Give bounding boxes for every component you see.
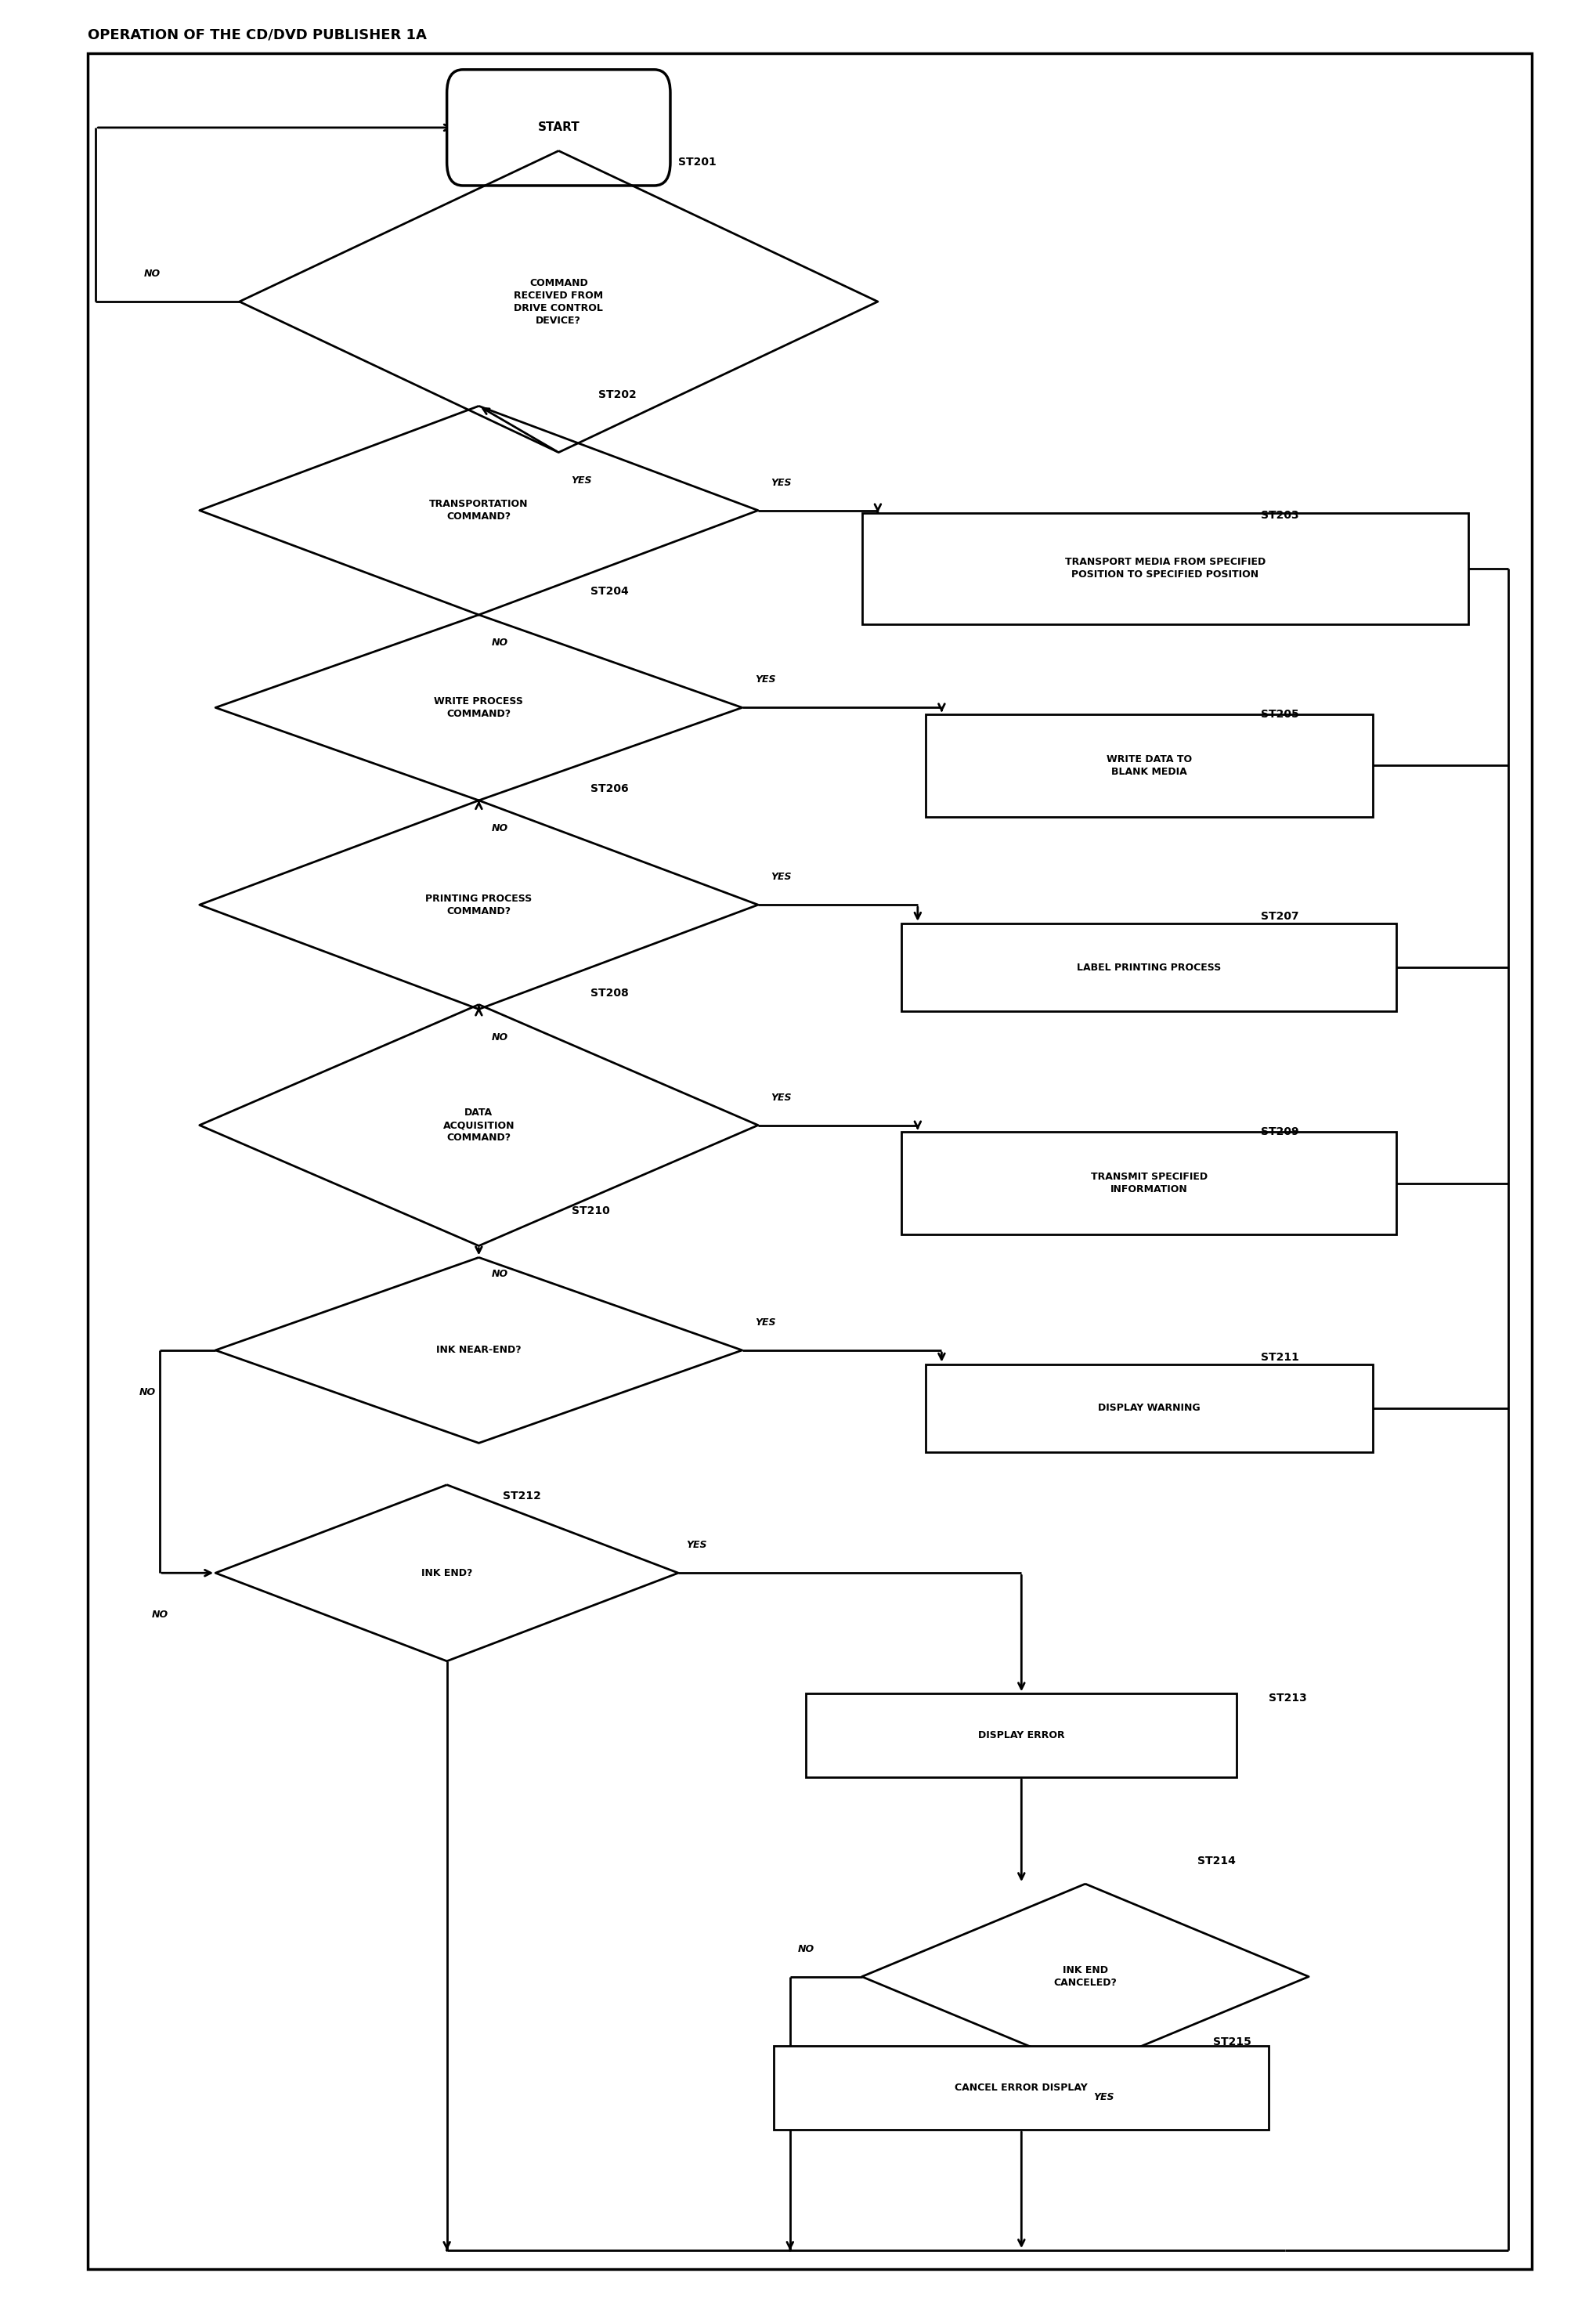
- Text: ST214: ST214: [1197, 1856, 1235, 1865]
- Text: YES: YES: [771, 1093, 792, 1102]
- Text: NO: NO: [152, 1610, 168, 1619]
- Text: WRITE DATA TO
BLANK MEDIA: WRITE DATA TO BLANK MEDIA: [1106, 754, 1192, 777]
- Text: ST201: ST201: [678, 158, 717, 167]
- Text: NO: NO: [492, 638, 508, 647]
- Bar: [774, 2046, 1269, 2130]
- Text: TRANSPORT MEDIA FROM SPECIFIED
POSITION TO SPECIFIED POSITION: TRANSPORT MEDIA FROM SPECIFIED POSITION …: [1065, 557, 1266, 580]
- Text: YES: YES: [571, 476, 592, 485]
- Text: NO: NO: [492, 824, 508, 833]
- Text: ST202: ST202: [598, 390, 637, 399]
- Text: ST208: ST208: [591, 988, 629, 998]
- Text: ST209: ST209: [1261, 1128, 1299, 1137]
- Text: TRANSMIT SPECIFIED
INFORMATION: TRANSMIT SPECIFIED INFORMATION: [1090, 1172, 1208, 1195]
- Bar: [806, 1694, 1237, 1777]
- Text: NO: NO: [798, 1944, 814, 1953]
- Text: PRINTING PROCESS
COMMAND?: PRINTING PROCESS COMMAND?: [426, 893, 531, 916]
- Text: DISPLAY WARNING: DISPLAY WARNING: [1098, 1404, 1200, 1413]
- Text: TRANSPORTATION
COMMAND?: TRANSPORTATION COMMAND?: [429, 499, 528, 522]
- Bar: [902, 923, 1396, 1012]
- Text: DISPLAY ERROR: DISPLAY ERROR: [978, 1731, 1065, 1740]
- Text: YES: YES: [755, 1318, 776, 1327]
- Text: OPERATION OF THE CD/DVD PUBLISHER 1A: OPERATION OF THE CD/DVD PUBLISHER 1A: [88, 28, 426, 42]
- Text: YES: YES: [755, 675, 776, 684]
- Text: COMMAND
RECEIVED FROM
DRIVE CONTROL
DEVICE?: COMMAND RECEIVED FROM DRIVE CONTROL DEVI…: [514, 278, 603, 325]
- Text: INK END
CANCELED?: INK END CANCELED?: [1053, 1965, 1117, 1988]
- Bar: [926, 715, 1373, 817]
- Text: ST213: ST213: [1269, 1694, 1307, 1703]
- Text: LABEL PRINTING PROCESS: LABEL PRINTING PROCESS: [1077, 963, 1221, 972]
- Text: YES: YES: [771, 478, 792, 487]
- Text: INK END?: INK END?: [421, 1568, 472, 1578]
- Text: YES: YES: [771, 872, 792, 882]
- Text: INK NEAR-END?: INK NEAR-END?: [436, 1346, 522, 1355]
- Text: ST212: ST212: [503, 1492, 541, 1501]
- Text: ST203: ST203: [1261, 510, 1299, 520]
- Bar: [926, 1364, 1373, 1452]
- Bar: [862, 513, 1468, 624]
- Text: ST210: ST210: [571, 1206, 610, 1216]
- Text: ST211: ST211: [1261, 1353, 1299, 1362]
- Text: YES: YES: [686, 1540, 707, 1550]
- Text: NO: NO: [144, 269, 160, 278]
- Text: CANCEL ERROR DISPLAY: CANCEL ERROR DISPLAY: [954, 2083, 1088, 2093]
- Bar: [902, 1132, 1396, 1234]
- Text: ST204: ST204: [591, 587, 629, 596]
- Text: DATA
ACQUISITION
COMMAND?: DATA ACQUISITION COMMAND?: [444, 1107, 514, 1144]
- Text: NO: NO: [492, 1032, 508, 1042]
- Text: ST206: ST206: [591, 784, 629, 793]
- Text: ST205: ST205: [1261, 710, 1299, 719]
- Text: WRITE PROCESS
COMMAND?: WRITE PROCESS COMMAND?: [434, 696, 523, 719]
- Text: ST215: ST215: [1213, 2037, 1251, 2046]
- Text: NO: NO: [492, 1269, 508, 1278]
- Text: ST207: ST207: [1261, 912, 1299, 921]
- Text: YES: YES: [1093, 2093, 1114, 2102]
- Text: START: START: [538, 121, 579, 135]
- Text: NO: NO: [139, 1387, 155, 1397]
- FancyBboxPatch shape: [447, 70, 670, 186]
